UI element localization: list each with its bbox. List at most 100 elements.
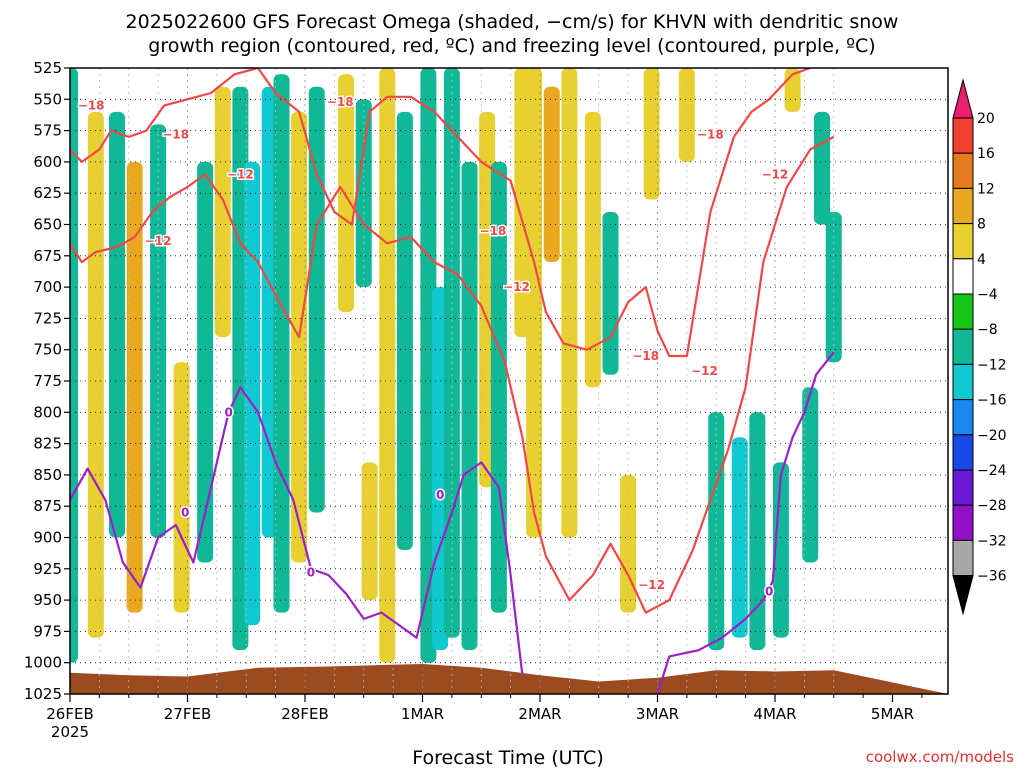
contour-label: −12 [145, 234, 172, 248]
omega-band [678, 68, 695, 162]
omega-band [70, 68, 78, 663]
contour-freezing-level [70, 386, 524, 676]
colorbar-label: −16 [977, 393, 1007, 409]
omega-band [490, 161, 507, 613]
y-tick-label: 600 [33, 153, 62, 171]
y-tick-label: 675 [33, 247, 62, 265]
contour-label: 0 [436, 488, 444, 502]
y-tick-label: 900 [33, 529, 62, 547]
omega-band [584, 111, 601, 388]
x-year-label: 2025 [51, 723, 89, 741]
y-tick-label: 825 [33, 435, 62, 453]
contour-label: −12 [691, 364, 718, 378]
omega-band [602, 211, 619, 375]
contour-label: 0 [181, 505, 189, 519]
colorbar-label: −24 [977, 463, 1007, 479]
terrain [70, 663, 948, 694]
omega-band [244, 161, 261, 626]
x-axis: 26FEB 27FEB 28FEB 1MAR 2MAR 3MAR 4MAR 5MAR [46, 694, 923, 723]
colorbar-segment [952, 293, 974, 330]
colorbar-segment [952, 117, 974, 154]
omega-band [396, 111, 413, 551]
colorbar-label: 20 [977, 111, 995, 127]
omega-band [643, 68, 660, 200]
y-tick-label: 850 [33, 466, 62, 484]
chart-title-line2: growth region (contoured, red, ºC) and f… [148, 35, 875, 57]
omega-band [109, 111, 125, 538]
colorbar-segment [952, 152, 974, 189]
y-tick-label: 575 [33, 122, 62, 140]
contour-label: 0 [224, 405, 232, 419]
y-axis: 525 550 575 600 625 650 675 700 725 750 775 800 825 8… [24, 59, 70, 703]
y-tick-label: 550 [33, 90, 62, 108]
colorbar-label: 12 [977, 181, 995, 197]
colorbar-label: −4 [977, 287, 998, 303]
omega-band [749, 412, 766, 651]
colorbar-segment [952, 363, 974, 401]
omega-shading [70, 68, 842, 663]
omega-band [825, 211, 842, 363]
y-tick-label: 800 [33, 403, 62, 421]
omega-band [443, 68, 460, 638]
y-tick-label: 700 [33, 278, 62, 296]
contour-label: −18 [162, 127, 189, 141]
colorbar-label: −32 [977, 533, 1007, 549]
y-tick-label: 525 [33, 59, 62, 77]
omega-band [379, 68, 396, 663]
y-tick-label: 1000 [24, 654, 62, 672]
colorbar-segment [952, 399, 974, 436]
contour-label: −12 [638, 578, 665, 592]
omega-band [814, 111, 830, 225]
colorbar: 20 16 12 8 4 −4 −8 −12 −16 −20 −24 −28 −32 −36 [952, 78, 1007, 616]
colorbar-label: −12 [977, 357, 1007, 373]
omega-band [355, 99, 372, 288]
colorbar-label: 16 [977, 146, 995, 162]
grid-lines [69, 67, 948, 695]
y-tick-label: 625 [33, 184, 62, 202]
x-tick-label: 4MAR [753, 705, 796, 723]
x-tick-label: 26FEB [46, 705, 93, 723]
colorbar-label: −20 [977, 428, 1007, 444]
contour-label: 0 [765, 584, 773, 598]
omega-band [173, 362, 190, 613]
colorbar-segment [952, 258, 974, 295]
y-tick-label: 650 [33, 216, 62, 234]
colorbar-cap-bottom [952, 575, 974, 616]
colorbar-segment [952, 539, 974, 577]
contour-label: −12 [227, 167, 254, 181]
contour-label: −18 [480, 224, 507, 238]
x-tick-label: 27FEB [164, 705, 211, 723]
x-axis-label: Forecast Time (UTC) [412, 747, 603, 768]
y-tick-label: 750 [33, 341, 62, 359]
omega-band [150, 124, 167, 538]
omega-band [526, 68, 543, 538]
x-tick-label: 5MAR [871, 705, 914, 723]
contour-labels: −18 −18 −18 −18 −18 −18 −12 −12 −12 −12 −12 −12 0 0 0 0… [76, 93, 790, 600]
colorbar-label: −36 [977, 569, 1007, 585]
y-tick-label: 925 [33, 560, 62, 578]
y-tick-label: 725 [33, 309, 62, 327]
x-tick-label: 1MAR [401, 705, 444, 723]
contour-freezing-level [656, 351, 835, 694]
colorbar-cap-top [952, 78, 974, 119]
contour-label: −18 [632, 349, 659, 363]
colorbar-label: 8 [977, 217, 986, 233]
y-tick-label: 875 [33, 497, 62, 515]
omega-band [461, 161, 478, 651]
omega-band [197, 161, 214, 563]
colorbar-segment [952, 187, 974, 225]
omega-band [772, 462, 789, 638]
colorbar-segment [952, 504, 974, 541]
credit-label: coolwx.com/models [866, 748, 1014, 766]
y-tick-label: 975 [33, 622, 62, 640]
contour-dgz [70, 68, 811, 358]
omega-band [338, 74, 355, 313]
x-tick-label: 28FEB [281, 705, 328, 723]
contour-label: −12 [503, 280, 530, 294]
contour-label: −18 [697, 127, 724, 141]
y-tick-label: 775 [33, 372, 62, 390]
omega-band [214, 86, 231, 338]
omega-band [273, 74, 290, 613]
y-tick-label: 950 [33, 591, 62, 609]
